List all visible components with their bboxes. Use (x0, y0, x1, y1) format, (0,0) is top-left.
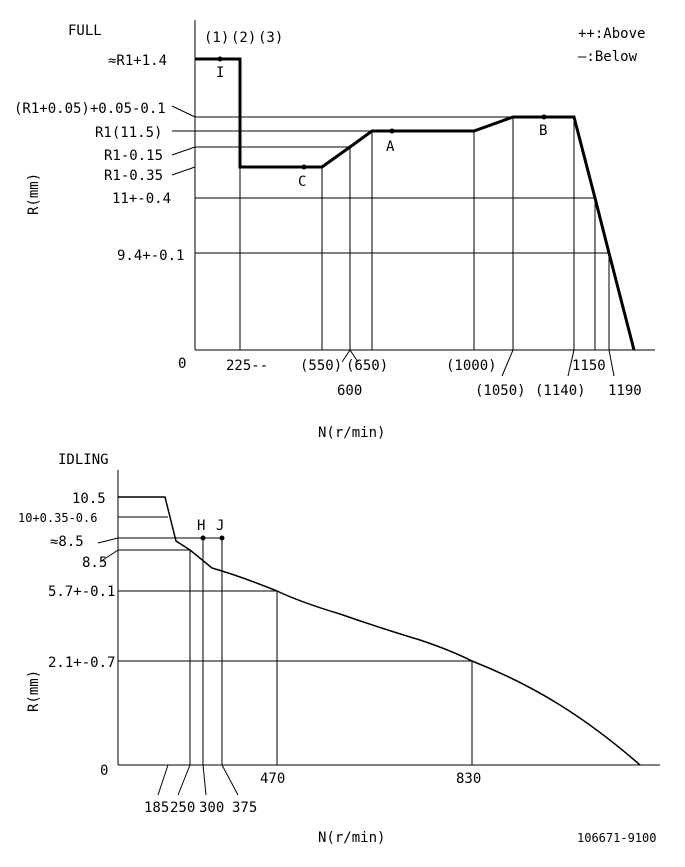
idling-leader-approx-8-5 (97, 537, 119, 544)
idling-origin: 0 (100, 763, 108, 779)
idling-ytick-approx-8-5: ≈8.5 (50, 534, 84, 550)
full-xleader-1190 (608, 349, 615, 377)
note-1: (1) (204, 30, 229, 46)
full-point-i-label: I (216, 65, 224, 81)
idling-ytick-5-7: 5.7+-0.1 (48, 584, 115, 600)
full-point-a (389, 128, 395, 134)
idling-ytick-10-5: 10.5 (72, 491, 106, 507)
idling-xtick-470: 470 (260, 771, 285, 787)
full-ytick-11: 11+-0.4 (112, 191, 171, 207)
idling-ytick-8-5: 8.5 (82, 555, 107, 571)
full-xleader-1140 (567, 349, 575, 377)
full-ytick-r1-015: R1-0.15 (104, 148, 163, 164)
idling-x-label: N(r/min) (318, 830, 385, 846)
full-x-label: N(r/min) (318, 425, 385, 441)
idling-ytick-2-1: 2.1+-0.7 (48, 655, 115, 671)
idling-xleader-250 (177, 764, 191, 796)
legend-above: ++:Above (578, 26, 645, 42)
full-point-b-label: B (539, 123, 547, 139)
idling-xleader-300 (202, 764, 207, 796)
full-y-label: R(mm) (26, 173, 42, 215)
idling-point-j-label: J (216, 518, 224, 534)
idling-xtick-185: 185 (144, 800, 169, 816)
drawing-code: 106671-9100 (577, 831, 656, 845)
idling-point-h (200, 535, 206, 541)
idling-xleader-185 (157, 764, 169, 796)
idling-xleader-375 (221, 764, 239, 796)
idling-point-h-label: H (197, 518, 205, 534)
note-2: (2) (231, 30, 256, 46)
idling-xtick-300: 300 (199, 800, 224, 816)
full-xleader-650 (349, 349, 359, 363)
full-ytick-r1-005: (R1+0.05)+0.05-0.1 (14, 101, 166, 117)
full-point-c-label: C (298, 174, 306, 190)
full-xleader-550 (341, 349, 351, 363)
full-xtick-550: (550) (300, 358, 342, 374)
idling-xtick-830: 830 (456, 771, 481, 787)
idling-y-label: R(mm) (26, 670, 42, 712)
full-ytick-r1-11-5: R1(11.5) (95, 125, 162, 141)
full-ytick-9-4: 9.4+-0.1 (117, 248, 184, 264)
full-xleader-1050 (501, 349, 514, 377)
full-point-b (541, 114, 547, 120)
full-point-a-label: A (386, 139, 395, 155)
full-xtick-1000: (1000) (446, 358, 497, 374)
idling-xtick-375: 375 (232, 800, 257, 816)
note-3: (3) (258, 30, 283, 46)
full-leader-r1-005 (171, 105, 196, 118)
full-xtick-1190: 1190 (608, 383, 642, 399)
full-xtick-225: 225-- (226, 358, 268, 374)
full-point-c (301, 164, 307, 170)
full-xtick-1150: 1150 (572, 358, 606, 374)
idling-ytick-10: 10+0.35-0.6 (18, 511, 97, 525)
idling-title: IDLING (58, 452, 109, 468)
full-characteristic-line (195, 57, 636, 351)
idling-leader-8-5 (99, 549, 119, 563)
idling-point-j (219, 535, 225, 541)
full-xtick-1050: (1050) (475, 383, 526, 399)
full-ytick-r1-1-4: ≈R1+1.4 (108, 53, 167, 69)
full-origin: 0 (178, 356, 186, 372)
full-leader-r1-015 (171, 146, 196, 156)
full-xtick-650: (650) (346, 358, 388, 374)
full-point-i (217, 56, 223, 62)
idling-xtick-250: 250 (170, 800, 195, 816)
legend-below: —:Below (578, 49, 638, 65)
full-title: FULL (68, 23, 102, 39)
idling-characteristic-line (118, 496, 641, 766)
full-xtick-1140: (1140) (535, 383, 586, 399)
full-xtick-600: 600 (337, 383, 362, 399)
full-ytick-r1-035: R1-0.35 (104, 168, 163, 184)
full-leader-r1-035 (171, 166, 196, 176)
